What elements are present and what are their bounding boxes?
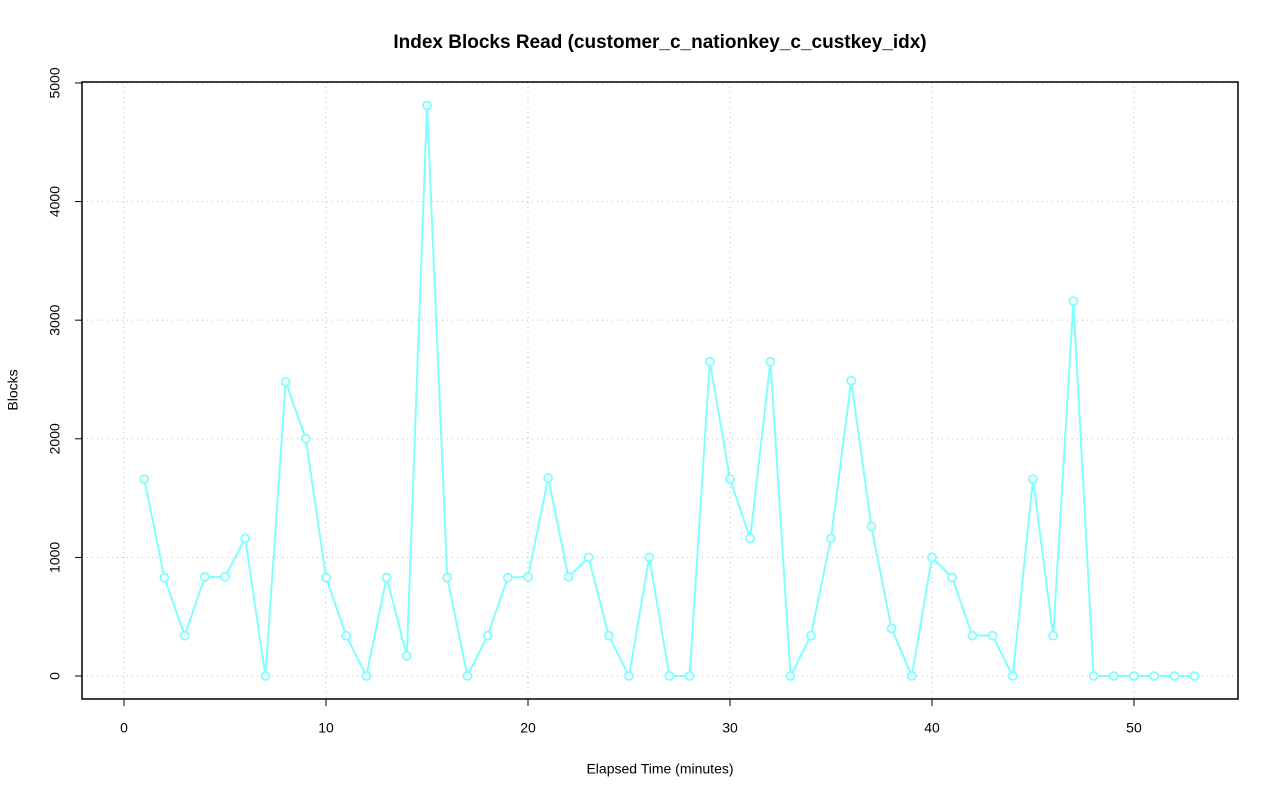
data-point bbox=[805, 630, 816, 641]
data-point bbox=[442, 572, 453, 583]
data-point bbox=[220, 572, 230, 582]
y-tick-label: 3000 bbox=[47, 304, 63, 335]
y-tick-label: 5000 bbox=[47, 67, 63, 98]
data-point bbox=[826, 533, 836, 544]
x-axis-label: Elapsed Time (minutes) bbox=[586, 761, 733, 777]
data-point bbox=[179, 630, 190, 641]
x-tick-label: 20 bbox=[520, 720, 536, 736]
plot-area bbox=[139, 100, 1200, 681]
data-point bbox=[422, 100, 432, 111]
data-point bbox=[1129, 671, 1139, 681]
data-point bbox=[947, 572, 958, 583]
y-tick-label: 4000 bbox=[47, 186, 63, 217]
data-point bbox=[967, 630, 978, 641]
data-point bbox=[906, 671, 917, 681]
data-point bbox=[159, 572, 170, 583]
data-point bbox=[1088, 671, 1099, 681]
data-point bbox=[644, 552, 655, 563]
data-point bbox=[745, 533, 756, 544]
data-point bbox=[1189, 671, 1200, 681]
data-point bbox=[199, 572, 210, 582]
data-point bbox=[401, 650, 412, 661]
data-point bbox=[1007, 671, 1018, 681]
data-point bbox=[1169, 671, 1180, 681]
data-point bbox=[704, 356, 715, 367]
x-tick-label: 30 bbox=[722, 720, 738, 736]
data-point bbox=[300, 433, 311, 444]
chart-title: Index Blocks Read (customer_c_nationkey_… bbox=[393, 32, 926, 53]
data-point bbox=[886, 623, 897, 634]
data-point bbox=[502, 572, 513, 583]
data-point bbox=[725, 474, 735, 485]
data-point bbox=[987, 630, 998, 641]
y-axis-label: Blocks bbox=[5, 369, 21, 410]
x-tick-label: 0 bbox=[120, 720, 128, 736]
data-point bbox=[583, 552, 594, 563]
data-point bbox=[684, 671, 695, 681]
data-point bbox=[482, 630, 493, 641]
data-point bbox=[280, 376, 291, 387]
y-tick-label: 2000 bbox=[47, 423, 63, 454]
data-point bbox=[260, 671, 271, 681]
x-tick-label: 40 bbox=[924, 720, 940, 736]
data-point bbox=[321, 572, 331, 583]
data-point bbox=[624, 671, 634, 681]
data-point bbox=[240, 533, 251, 544]
data-point bbox=[563, 572, 574, 582]
data-point bbox=[361, 671, 372, 681]
x-tick-label: 50 bbox=[1126, 720, 1142, 736]
data-point bbox=[603, 630, 614, 641]
x-tick-label: 10 bbox=[318, 720, 334, 736]
data-point bbox=[765, 356, 776, 367]
plot-frame bbox=[81, 81, 1239, 700]
data-point bbox=[1028, 474, 1038, 485]
data-point bbox=[1048, 630, 1059, 641]
data-point bbox=[381, 572, 392, 583]
data-line bbox=[143, 105, 1195, 680]
data-point bbox=[927, 552, 937, 563]
data-point bbox=[523, 572, 533, 582]
data-point bbox=[139, 474, 150, 485]
data-point bbox=[866, 521, 877, 532]
data-point bbox=[1108, 671, 1119, 681]
data-point bbox=[664, 671, 675, 681]
data-point bbox=[1149, 671, 1160, 681]
y-tick-label: 1000 bbox=[47, 542, 63, 573]
data-point bbox=[462, 671, 473, 681]
data-point bbox=[846, 375, 857, 386]
data-point bbox=[1068, 296, 1079, 307]
y-tick-label: 0 bbox=[47, 672, 63, 680]
data-point bbox=[543, 473, 554, 483]
data-point bbox=[341, 630, 352, 641]
data-point bbox=[785, 671, 796, 681]
